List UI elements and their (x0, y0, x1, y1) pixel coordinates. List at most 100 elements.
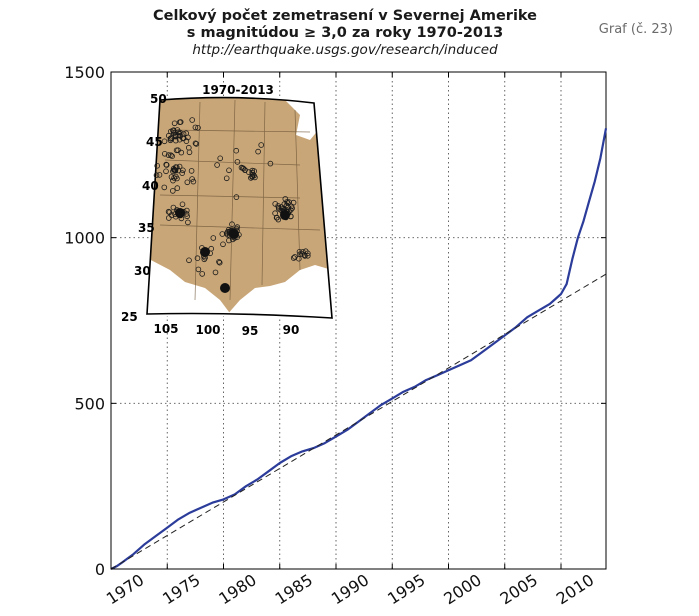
inset-epicenter (162, 151, 168, 157)
inset-epicenter (168, 134, 175, 141)
inset-epicenter (194, 255, 201, 262)
cumulative-count-series (110, 128, 608, 570)
inset-longitude-label: 105 (153, 322, 178, 336)
inset-epicenter (285, 200, 291, 207)
inset-epicenter (171, 120, 178, 127)
inset-state-border (164, 159, 301, 166)
inset-epicenter (195, 266, 202, 273)
inset-land (147, 97, 332, 318)
y-tick-label: 0 (95, 560, 105, 579)
inset-epicenter (212, 269, 219, 276)
inset-gulf (226, 265, 333, 318)
inset-state-border (194, 101, 201, 301)
inset-epicenter (267, 160, 274, 167)
inset-epicenter (199, 271, 206, 277)
inset-state-border (169, 129, 311, 133)
inset-epicenter (299, 249, 306, 255)
inset-state-border (159, 194, 301, 199)
graph-number-label: Graf (č. 23) (598, 22, 673, 37)
inset-epicenter-cluster (229, 229, 239, 239)
inset-latitude-label: 35 (138, 221, 155, 235)
inset-epicenter (220, 241, 226, 248)
inset-epicenter (302, 248, 309, 255)
inset-epicenter (304, 253, 311, 259)
inset-epicenter (289, 205, 295, 212)
inset-epicenter (170, 188, 176, 194)
inset-epicenter (252, 174, 258, 181)
inset-epicenter (163, 161, 170, 168)
inset-epicenter (176, 136, 183, 143)
inset-epicenter (166, 215, 172, 221)
inset-epicenter (192, 140, 199, 147)
inset-epicenter (161, 184, 168, 191)
inset-epicenter (170, 168, 176, 175)
inset-epicenter (248, 175, 254, 181)
inset-epicenter-cluster (280, 210, 290, 220)
inset-epicenter (165, 152, 172, 158)
inset-epicenter (282, 196, 289, 202)
inset-state-border (294, 109, 301, 271)
inset-epicenter (183, 130, 190, 137)
inset-epicenter (168, 152, 174, 159)
inset-epicenter (177, 119, 183, 125)
inset-epicenter (229, 221, 235, 228)
series-layer (110, 128, 608, 570)
inset-latitude-label: 30 (134, 264, 151, 278)
inset-longitude-label: 90 (283, 323, 300, 337)
inset-title: 1970-2013 (202, 83, 274, 97)
inset-epicenter (287, 207, 294, 213)
inset-epicenter (258, 142, 265, 148)
inset-epicenter (165, 208, 172, 215)
inset-longitude-label: 95 (242, 324, 259, 338)
inset-epicenter (163, 168, 169, 175)
inset-epicenter (168, 174, 175, 180)
inset-epicenter (168, 136, 174, 142)
inset-epicenter (233, 147, 240, 154)
inset-epicenter (210, 235, 217, 241)
inset-epicenter (184, 213, 190, 220)
chart-title-line1: Celkový počet zemetrasení v Severnej Ame… (152, 8, 538, 24)
inset-epicenter (184, 207, 190, 214)
inset-epicenter (275, 216, 282, 223)
inset-epicenter (174, 185, 181, 191)
inset-epicenter (153, 172, 160, 179)
inset-epicenter (170, 130, 177, 136)
inset-epicenter-cluster (175, 208, 185, 218)
inset-epicenter (275, 203, 282, 209)
inset-epicenter (169, 153, 175, 160)
trend-line-series (110, 273, 607, 570)
inset-epicenter (170, 177, 176, 184)
inset-epicenter (154, 163, 161, 169)
inset-epicenter (168, 212, 175, 218)
inset-latitude-label: 25 (121, 310, 138, 324)
inset-epicenter (188, 168, 195, 174)
x-tick-label: 2010 (553, 570, 597, 608)
inset-epicenter (192, 124, 199, 131)
inset-epicenter-cluster (220, 283, 230, 293)
inset-epicenter (216, 259, 223, 266)
x-tick-label: 1970 (103, 570, 147, 608)
inset-epicenter (193, 141, 200, 147)
x-tick-label: 1980 (215, 570, 259, 608)
inset-epicenter (186, 257, 192, 264)
inset-epicenter (195, 125, 201, 131)
inset-epicenter (233, 194, 240, 200)
inset-epicenter (170, 204, 177, 211)
plot-frame (110, 71, 607, 570)
x-tick-label: 2005 (497, 570, 541, 608)
inset-map: 50 45 40 35 30 25 105 100 95 90 1970-2013 (121, 83, 333, 338)
inset-epicenter (249, 169, 256, 176)
inset-epicenter (189, 176, 195, 182)
inset-epicenter (246, 169, 252, 175)
y-tick-label: 1500 (64, 63, 105, 82)
y-tick-label: 1000 (64, 229, 105, 248)
inset-epicenter (255, 148, 261, 155)
inset-epicenter (238, 164, 245, 171)
inset-epicenter (234, 159, 241, 165)
inset-epicenter (183, 138, 190, 144)
inset-epicenter (216, 258, 222, 265)
x-tick-label: 2000 (440, 570, 484, 608)
inset-epicenter (249, 167, 256, 174)
